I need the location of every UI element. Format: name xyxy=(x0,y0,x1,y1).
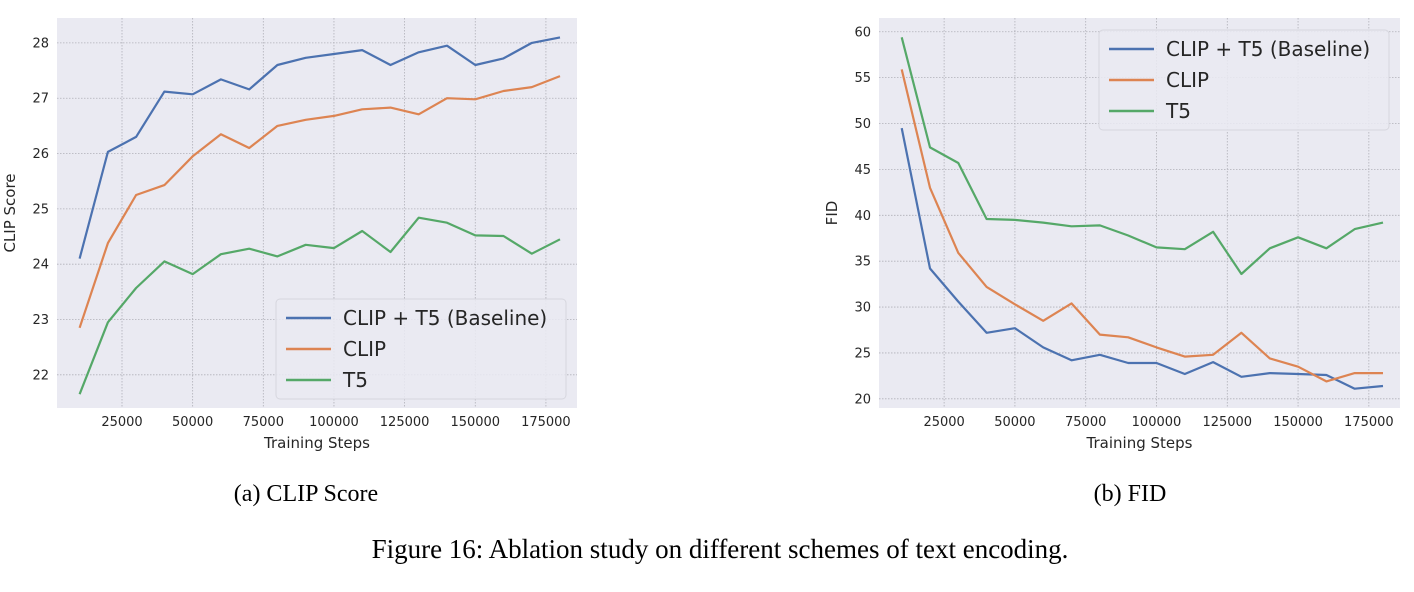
x-tick-label: 150000 xyxy=(450,415,500,430)
legend-label: CLIP xyxy=(343,337,386,361)
y-tick-label: 22 xyxy=(32,368,49,383)
series-line-clip-t5-baseline xyxy=(78,36,561,259)
subcaption-b: (b) FID xyxy=(1093,481,1167,507)
x-axis-label: Training Steps xyxy=(263,434,370,452)
legend-label: CLIP xyxy=(1166,68,1209,92)
x-tick-label: 150000 xyxy=(1273,415,1323,430)
y-tick-label: 35 xyxy=(854,255,871,270)
x-tick-label: 25000 xyxy=(101,415,142,430)
x-tick-label: 25000 xyxy=(923,415,964,430)
y-tick-label: 24 xyxy=(32,258,49,273)
x-tick-label: 100000 xyxy=(309,415,359,430)
y-tick-label: 50 xyxy=(854,117,871,132)
y-tick-label: 45 xyxy=(854,163,871,178)
x-axis-label: Training Steps xyxy=(1086,434,1193,452)
y-tick-label: 30 xyxy=(854,301,871,316)
series-line-clip xyxy=(78,75,561,329)
figure-caption: Figure 16: Ablation study on different s… xyxy=(371,534,1069,564)
legend-box xyxy=(275,298,567,400)
y-axis-label: FID xyxy=(823,201,841,226)
legend-label: CLIP + T5 (Baseline) xyxy=(1166,37,1370,61)
y-tick-label: 60 xyxy=(854,25,871,40)
series-line-t5 xyxy=(78,216,561,395)
series-line-clip xyxy=(900,69,1383,383)
y-tick-label: 20 xyxy=(854,392,871,407)
series-line-clip-t5-baseline xyxy=(900,127,1384,390)
x-tick-label: 100000 xyxy=(1132,415,1182,430)
legend-box xyxy=(1098,29,1390,131)
y-axis-label: CLIP Score xyxy=(1,173,19,252)
y-tick-label: 27 xyxy=(32,92,49,107)
x-tick-label: 125000 xyxy=(380,415,430,430)
legend: CLIP + T5 (Baseline) CLIP T5 xyxy=(275,298,567,400)
x-tick-label: 175000 xyxy=(521,415,571,430)
x-tick-label: 75000 xyxy=(243,415,284,430)
y-tick-label: 55 xyxy=(854,71,871,86)
y-tick-label: 28 xyxy=(32,36,49,51)
y-tick-label: 40 xyxy=(854,209,871,224)
chart-panel-fid: 25000 50000 75000 100000 125000 150000 175000 2… xyxy=(823,18,1400,452)
legend-label: CLIP + T5 (Baseline) xyxy=(343,306,547,330)
chart-panel-clip-score: 25000 50000 75000 100000 125000 150000 175000 2… xyxy=(1,18,577,452)
y-tick-label: 26 xyxy=(32,147,49,162)
y-tick-label: 25 xyxy=(32,202,49,217)
legend: CLIP + T5 (Baseline) CLIP T5 xyxy=(1098,29,1390,131)
legend-label: T5 xyxy=(342,368,368,392)
x-tick-label: 50000 xyxy=(172,415,213,430)
x-tick-label: 50000 xyxy=(994,415,1035,430)
y-tick-label: 25 xyxy=(854,346,871,361)
x-tick-label: 175000 xyxy=(1344,415,1394,430)
legend-label: T5 xyxy=(1165,99,1191,123)
subcaption-a: (a) CLIP Score xyxy=(233,481,379,507)
series-line-t5 xyxy=(900,37,1384,276)
y-tick-label: 23 xyxy=(32,313,49,328)
x-tick-label: 125000 xyxy=(1202,415,1252,430)
x-tick-label: 75000 xyxy=(1065,415,1106,430)
